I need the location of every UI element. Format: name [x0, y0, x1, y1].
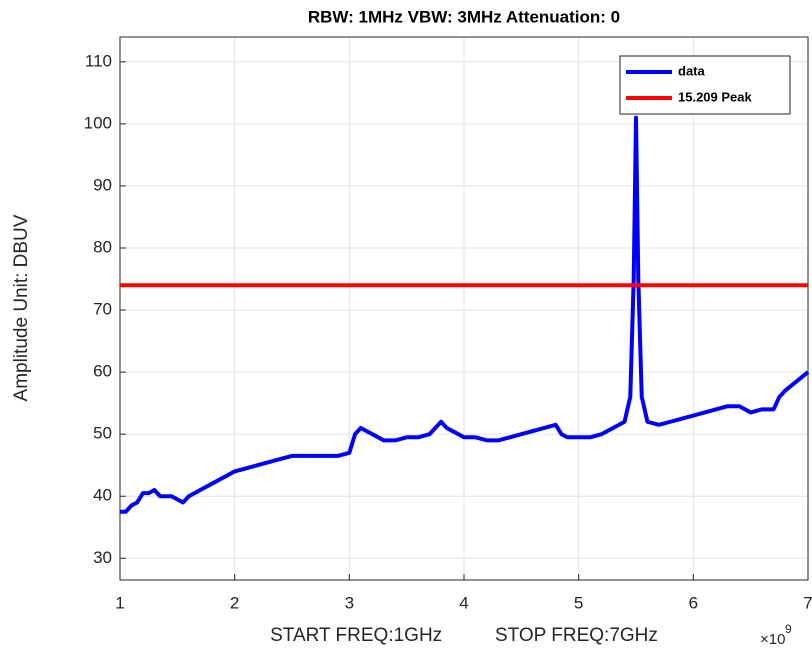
y-tick-label: 30	[93, 548, 112, 567]
x-axis-label: START FREQ:1GHz STOP FREQ:7GHz	[270, 625, 658, 646]
x-multiplier-exponent: 9	[785, 622, 792, 636]
x-tick-label: 2	[230, 593, 239, 612]
legend-label: 15.209 Peak	[678, 89, 753, 104]
series-line	[120, 115, 810, 514]
y-axis-label: Amplitude Unit: DBUV	[11, 214, 32, 401]
x-tick-label: 7	[803, 593, 812, 612]
x-tick-label: 6	[689, 593, 698, 612]
y-tick-label: 80	[93, 237, 112, 256]
x-multiplier-base: ×10	[760, 631, 785, 648]
plot-border	[119, 36, 809, 581]
x-tick-label: 3	[345, 593, 354, 612]
y-tick-label: 40	[93, 486, 112, 505]
y-tick-label: 100	[84, 113, 112, 132]
x-tick-label: 1	[115, 593, 124, 612]
y-tick-label: 60	[93, 362, 112, 381]
x-tick-label: 5	[574, 593, 583, 612]
y-tick-label: 70	[93, 300, 112, 319]
y-tick-label: 90	[93, 175, 112, 194]
x-tick-label: 4	[459, 593, 468, 612]
chart-title: RBW: 1MHz VBW: 3MHz Attenuation: 0	[308, 7, 620, 26]
y-tick-label: 110	[85, 51, 112, 70]
legend-label: data	[678, 63, 706, 78]
legend-box	[619, 55, 791, 115]
y-tick-label: 50	[93, 424, 112, 443]
